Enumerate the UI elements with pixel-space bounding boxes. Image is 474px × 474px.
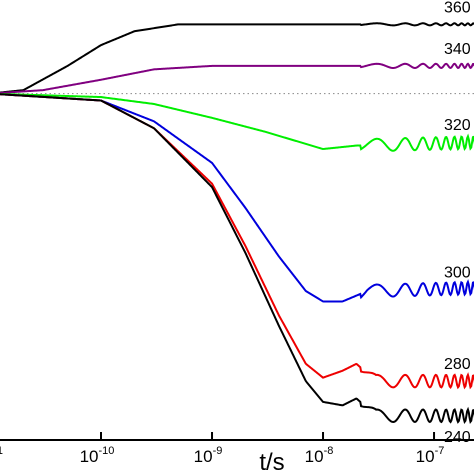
series-layer: [0, 22, 474, 425]
series-line-340: [0, 62, 474, 94]
x-tick-label: 10-10: [80, 445, 115, 466]
x-axis-label: t/s: [259, 449, 284, 474]
series-label-360: 360: [444, 0, 471, 16]
x-ticks: 10-11 10-10 10-9 10-8 10-7: [0, 432, 444, 466]
series-line-320: [0, 92, 474, 152]
x-tick-label: 10-8: [305, 445, 334, 466]
x-tick-label: 10-11: [0, 445, 3, 466]
series-line-280: [0, 93, 474, 390]
series-label-280: 280: [444, 356, 471, 373]
series-label-340: 340: [444, 41, 471, 58]
x-tick-label: 10-9: [194, 445, 223, 466]
series-label-240: 240: [444, 429, 471, 446]
series-line-360: [0, 22, 474, 94]
series-line-240: [0, 93, 474, 425]
series-label-300: 300: [444, 265, 471, 282]
series-label-320: 320: [444, 117, 471, 134]
series-labels: 360 340 320 300 280 240: [444, 0, 471, 446]
x-tick-label: 10-7: [416, 445, 445, 466]
